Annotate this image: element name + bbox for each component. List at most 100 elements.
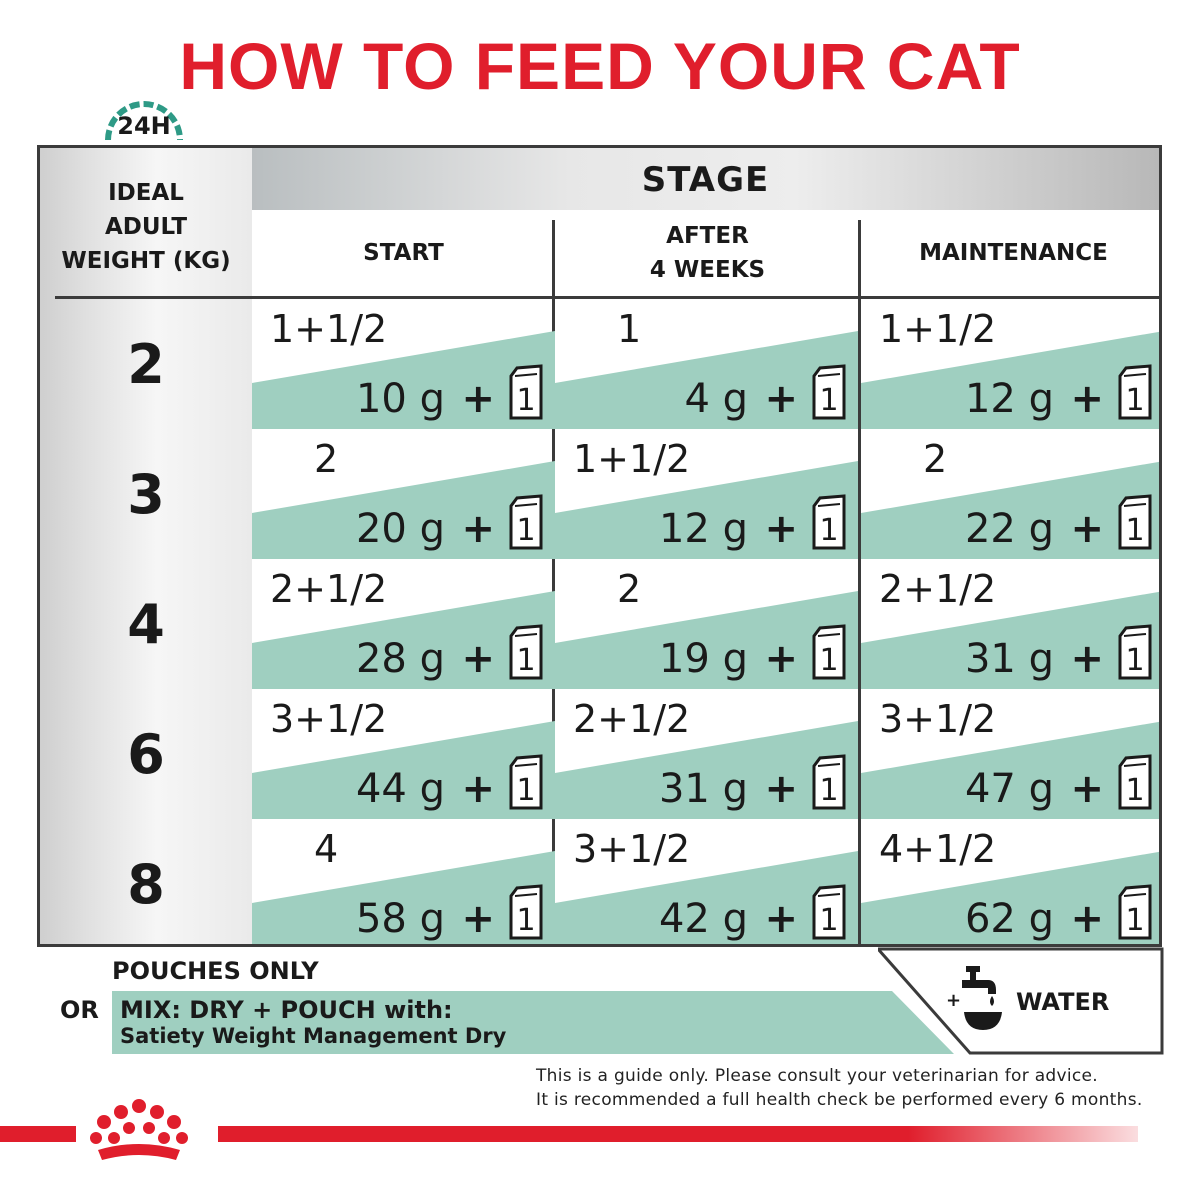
svg-text:1: 1 bbox=[516, 383, 535, 418]
column-header-start: START bbox=[363, 240, 444, 266]
pouch-quantity: 3+1/2 bbox=[270, 697, 388, 741]
badge-text: 24H bbox=[117, 112, 170, 140]
pouch-icon: 1 bbox=[1118, 494, 1152, 550]
dry-grams: 19 g bbox=[658, 636, 748, 682]
pouch-icon: 1 bbox=[812, 494, 846, 550]
pouch-icon: 1 bbox=[1118, 624, 1152, 680]
feeding-cell: 1+1/2 10 g +1 bbox=[252, 299, 555, 429]
dry-grams: 28 g bbox=[355, 636, 445, 682]
page-title: HOW TO FEED YOUR CAT bbox=[179, 29, 1021, 103]
pouch-icon: 1 bbox=[812, 754, 846, 810]
svg-text:1: 1 bbox=[1125, 643, 1144, 678]
plus-sign: + bbox=[764, 376, 798, 422]
pouch-quantity: 3+1/2 bbox=[879, 697, 997, 741]
mint-band bbox=[252, 591, 555, 689]
weight-value: 4 bbox=[127, 592, 165, 656]
mint-band bbox=[252, 851, 555, 944]
dry-grams: 12 g bbox=[658, 506, 748, 552]
pouch-quantity: 1+1/2 bbox=[573, 437, 691, 481]
pouch-quantity: 3+1/2 bbox=[573, 827, 691, 871]
pouch-icon: 1 bbox=[812, 364, 846, 420]
mint-band bbox=[555, 331, 858, 429]
dry-grams: 47 g bbox=[964, 766, 1054, 812]
mint-band bbox=[555, 851, 858, 944]
brand-stripe-right bbox=[218, 1126, 1138, 1142]
legend-or: OR bbox=[60, 996, 99, 1024]
svg-text:1: 1 bbox=[1125, 513, 1144, 548]
mint-band bbox=[252, 721, 555, 819]
pouch-icon: 1 bbox=[1118, 364, 1152, 420]
pouch-quantity: 4 bbox=[314, 827, 339, 871]
mint-band bbox=[861, 591, 1159, 689]
mint-band bbox=[861, 721, 1159, 819]
feeding-table: STAGE IDEAL ADULT WEIGHT (KG) START AFTE… bbox=[37, 145, 1162, 947]
mint-band bbox=[861, 851, 1159, 944]
plus-sign: + bbox=[1070, 766, 1104, 812]
svg-text:+: + bbox=[946, 990, 961, 1011]
pouch-quantity: 1 bbox=[617, 307, 642, 351]
dry-grams: 42 g bbox=[658, 896, 748, 942]
feeding-cell: 1 4 g +1 bbox=[555, 299, 858, 429]
pouch-icon: 1 bbox=[1118, 754, 1152, 810]
pouch-icon: 1 bbox=[1118, 884, 1152, 940]
mint-band bbox=[555, 461, 858, 559]
dry-grams: 20 g bbox=[355, 506, 445, 552]
weight-column bbox=[40, 148, 252, 944]
svg-text:1: 1 bbox=[1125, 903, 1144, 938]
svg-text:1: 1 bbox=[516, 643, 535, 678]
pouch-icon: 1 bbox=[509, 494, 543, 550]
weight-header: IDEAL ADULT WEIGHT (KG) bbox=[61, 180, 231, 274]
pouch-quantity: 2 bbox=[314, 437, 339, 481]
plus-sign: + bbox=[461, 896, 495, 942]
plus-sign: + bbox=[764, 506, 798, 552]
royal-canin-crown-logo bbox=[90, 1099, 188, 1160]
pouch-icon: 1 bbox=[812, 884, 846, 940]
pouch-quantity: 2+1/2 bbox=[270, 567, 388, 611]
plus-sign: + bbox=[461, 376, 495, 422]
plus-sign: + bbox=[461, 766, 495, 812]
feeding-cell: 1+1/2 12 g +1 bbox=[861, 299, 1159, 429]
pouch-quantity: 2+1/2 bbox=[573, 697, 691, 741]
pouch-quantity: 1+1/2 bbox=[879, 307, 997, 351]
pouch-quantity: 2+1/2 bbox=[879, 567, 997, 611]
dry-grams: 10 g bbox=[355, 376, 445, 422]
svg-text:1: 1 bbox=[516, 903, 535, 938]
dry-grams: 62 g bbox=[964, 896, 1054, 942]
stage-header: STAGE bbox=[252, 148, 1159, 210]
plus-sign: + bbox=[1070, 896, 1104, 942]
mint-band bbox=[861, 331, 1159, 429]
pouch-icon: 1 bbox=[509, 624, 543, 680]
svg-text:1: 1 bbox=[819, 513, 838, 548]
feeding-cell: 2 22 g +1 bbox=[861, 429, 1159, 559]
feeding-cell: 3+1/2 47 g +1 bbox=[861, 689, 1159, 819]
dry-grams: 31 g bbox=[964, 636, 1054, 682]
mint-band bbox=[252, 331, 555, 429]
weight-value: 8 bbox=[127, 852, 165, 916]
mint-band bbox=[555, 591, 858, 689]
dry-grams: 44 g bbox=[355, 766, 445, 812]
feeding-cell: 2 19 g +1 bbox=[555, 559, 858, 689]
water-tap-bowl-icon: + bbox=[946, 966, 1002, 1030]
water-box bbox=[878, 947, 1164, 1055]
plus-sign: + bbox=[1070, 506, 1104, 552]
dry-grams: 4 g bbox=[684, 376, 748, 422]
pouch-quantity: 2 bbox=[923, 437, 948, 481]
header-divider bbox=[55, 296, 1159, 299]
mint-band bbox=[252, 461, 555, 559]
svg-text:1: 1 bbox=[819, 383, 838, 418]
plus-sign: + bbox=[764, 636, 798, 682]
plus-sign: + bbox=[1070, 636, 1104, 682]
pouch-quantity: 1+1/2 bbox=[270, 307, 388, 351]
svg-text:1: 1 bbox=[516, 773, 535, 808]
feeding-cell: 2+1/2 28 g +1 bbox=[252, 559, 555, 689]
legend-mix-band bbox=[112, 991, 954, 1054]
legend-pouches-only: POUCHES ONLY bbox=[112, 957, 319, 985]
pouch-quantity: 2 bbox=[617, 567, 642, 611]
dry-grams: 12 g bbox=[964, 376, 1054, 422]
dry-grams: 31 g bbox=[658, 766, 748, 812]
pouch-icon: 1 bbox=[509, 364, 543, 420]
pouch-icon: 1 bbox=[812, 624, 846, 680]
weight-value: 3 bbox=[127, 462, 165, 526]
clock-24h-icon: 24H bbox=[105, 101, 183, 141]
column-header-after-4-weeks: AFTER 4 WEEKS bbox=[649, 223, 766, 283]
